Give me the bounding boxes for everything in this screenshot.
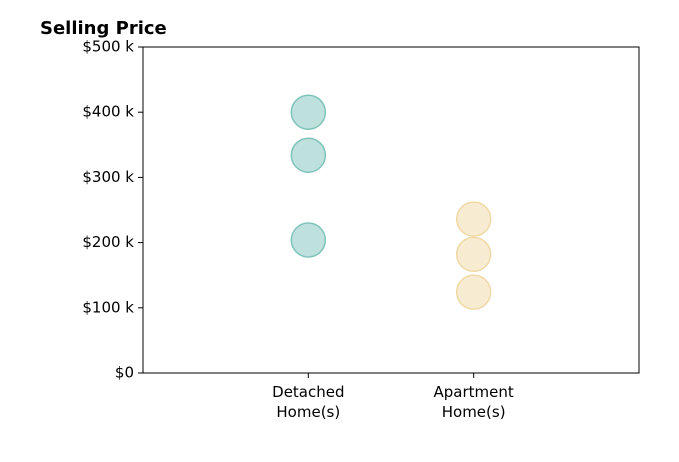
point <box>290 94 327 130</box>
point <box>455 236 492 273</box>
y-tick-label: $400 k <box>82 103 134 121</box>
point <box>290 137 327 173</box>
y-tick-label: $100 k <box>82 298 134 316</box>
plot-frame <box>142 46 640 374</box>
point <box>455 274 492 310</box>
point <box>290 222 327 258</box>
chart-title: Selling Price <box>40 18 167 39</box>
y-tick-label: $300 k <box>82 168 134 186</box>
y-tick-label: $200 k <box>82 233 134 251</box>
y-tick-label: $0 <box>115 364 134 382</box>
y-tick-label: $500 k <box>82 38 134 56</box>
x-tick-label: Detached Home(s) <box>272 383 345 421</box>
x-tick-label: Apartment Home(s) <box>433 383 514 421</box>
point <box>455 201 492 237</box>
